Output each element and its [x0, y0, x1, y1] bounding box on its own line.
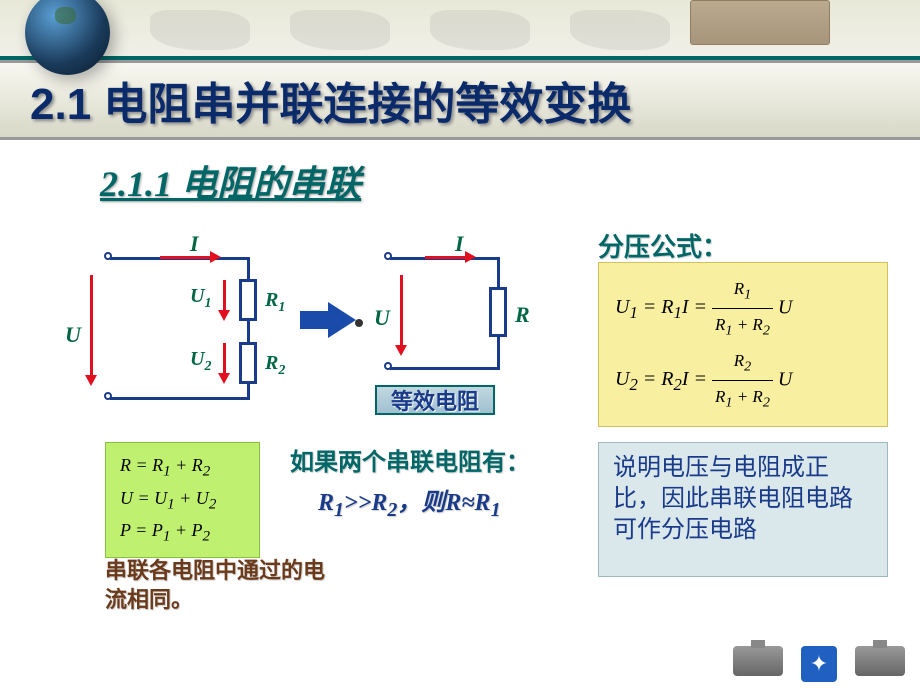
- eq-R: R = R1 + R2: [120, 451, 245, 484]
- divider-formula-box: U1 = R1I = R1R1 + R2 U U2 = R2I = R2R1 +…: [598, 262, 888, 427]
- label-U: U: [65, 322, 81, 348]
- label-R2: R2: [265, 352, 285, 379]
- wood-block-decoration: [690, 0, 830, 45]
- series-condition-label: 如果两个串联电阻有：: [290, 442, 530, 477]
- circuit-series-diagram: I U U1 U2 R1 R2: [90, 247, 280, 417]
- label-I-2: I: [455, 231, 464, 257]
- footer-icons: ✦: [733, 646, 905, 682]
- eq-U: U = U1 + U2: [120, 484, 245, 517]
- transform-arrow: [300, 302, 355, 338]
- series-condition-formula: R1>>R2，则R≈R1: [318, 482, 501, 522]
- label-U1: U1: [190, 285, 211, 312]
- circuit-equivalent-diagram: I U R: [370, 247, 520, 377]
- bullet-dot: [355, 319, 363, 327]
- eq-U1-divider: U1 = R1I = R1R1 + R2 U: [615, 273, 871, 345]
- divider-heading: 分压公式：: [598, 227, 728, 264]
- label-I: I: [190, 231, 199, 257]
- top-banner: [0, 0, 920, 60]
- equivalent-resistor-label: 等效电阻: [375, 385, 495, 415]
- content-area: I U U1 U2 R1 R2 I U R 等效电阻 分压公式： R: [0, 217, 920, 697]
- page-title: 2.1 电阻串并联连接的等效变换: [30, 68, 631, 132]
- camera-icon[interactable]: [733, 646, 783, 676]
- camera-icon-2[interactable]: [855, 646, 905, 676]
- eq-U2-divider: U2 = R2I = R2R1 + R2 U: [615, 345, 871, 417]
- label-U2: U2: [190, 348, 211, 375]
- label-R: R: [515, 302, 530, 328]
- label-U-2: U: [374, 305, 390, 331]
- title-bar: 2.1 电阻串并联连接的等效变换: [0, 60, 920, 140]
- nav-icon[interactable]: ✦: [801, 646, 837, 682]
- series-current-note: 串联各电阻中通过的电流相同。: [105, 557, 335, 614]
- series-formula-box: R = R1 + R2 U = U1 + U2 P = P1 + P2: [105, 442, 260, 558]
- explanation-box: 说明电压与电阻成正比，因此串联电阻电路可作分压电路: [598, 442, 888, 577]
- label-R1: R1: [265, 289, 285, 316]
- subtitle: 2.1.1 电阻的串联: [100, 155, 920, 207]
- eq-P: P = P1 + P2: [120, 516, 245, 549]
